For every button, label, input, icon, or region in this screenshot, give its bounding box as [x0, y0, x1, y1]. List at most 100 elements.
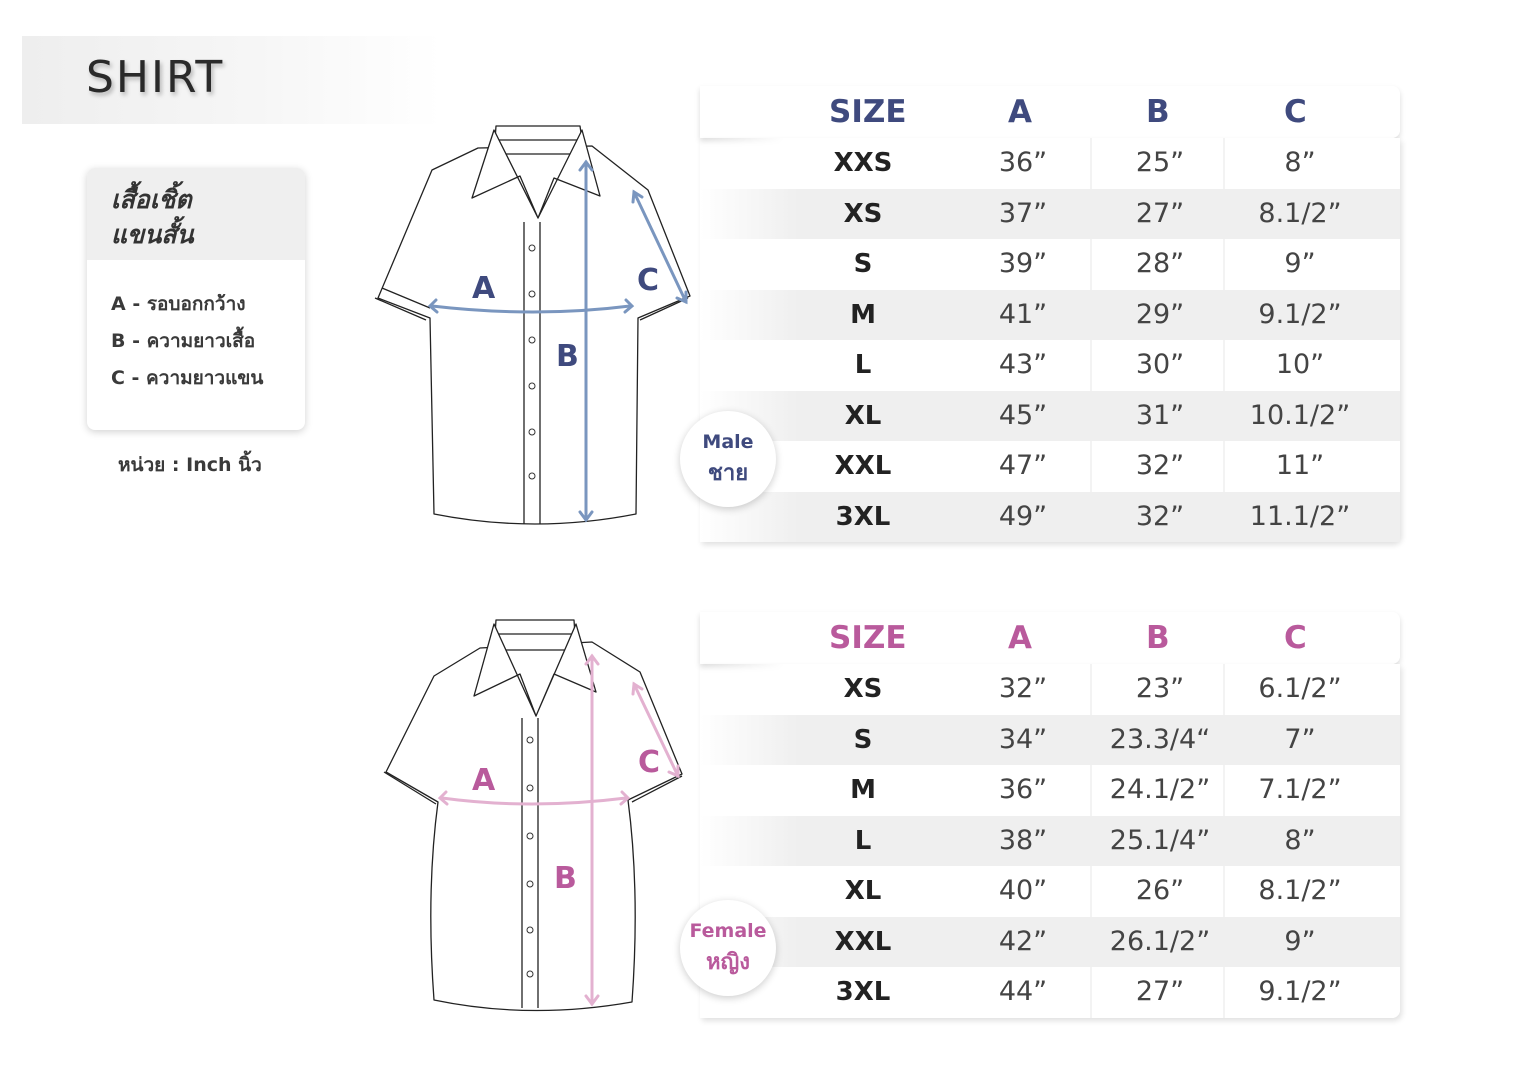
- a-cell: 45”: [998, 399, 1048, 431]
- female-shirt-diagram: A B C: [383, 619, 683, 1012]
- c-cell: 8”: [1284, 824, 1316, 856]
- a-cell: 42”: [998, 925, 1048, 957]
- male-badge-th: ชาย: [707, 461, 749, 486]
- table-row: XXL 42” 26.1/2” 9”: [700, 916, 1400, 967]
- c-cell: 9.1/2”: [1258, 976, 1342, 1007]
- a-cell: 36”: [998, 147, 1048, 178]
- b-cell: 32”: [1135, 450, 1185, 481]
- a-cell: 39”: [998, 248, 1048, 279]
- c-cell: 7.1/2”: [1258, 774, 1342, 805]
- c-cell: 9”: [1284, 248, 1316, 279]
- title-band: [22, 36, 442, 124]
- a-cell: 49”: [998, 500, 1048, 532]
- a-cell: 44”: [998, 976, 1048, 1007]
- c-cell: 11”: [1275, 450, 1325, 481]
- male-badge: Male ชาย: [680, 411, 776, 507]
- size-cell: M: [850, 299, 876, 330]
- a-cell: 37”: [998, 197, 1048, 229]
- size-cell: S: [853, 249, 873, 279]
- a-cell: 40”: [998, 875, 1048, 906]
- b-cell: 23.3/4“: [1109, 723, 1211, 755]
- female-label-c: C: [638, 745, 660, 780]
- size-cell: M: [850, 775, 876, 805]
- legend-item-b: B - ความยาวเสื้อ: [111, 330, 256, 352]
- b-cell: 32”: [1135, 500, 1185, 532]
- table-row: M 36” 24.1/2” 7.1/2”: [700, 765, 1400, 816]
- a-cell: 43”: [998, 349, 1048, 380]
- c-cell: 11.1/2”: [1249, 500, 1351, 532]
- b-cell: 23”: [1135, 673, 1185, 704]
- b-cell: 26.1/2”: [1109, 925, 1211, 957]
- b-cell: 31”: [1135, 399, 1185, 431]
- b-cell: 30”: [1135, 349, 1185, 380]
- table-row: L 43” 30” 10”: [700, 340, 1400, 391]
- legend-item-a: A - รอบอกกว้าง: [111, 293, 246, 315]
- male-table-body: XXS 36” 25” 8” XS 37” 27” 8.1/2” S 39” 2…: [700, 138, 1400, 542]
- c-cell: 7”: [1284, 723, 1316, 755]
- male-label-b: B: [556, 339, 579, 374]
- male-arrow-a: [430, 304, 632, 314]
- female-header-c: C: [1284, 620, 1307, 656]
- size-cell: XL: [844, 876, 882, 906]
- size-cell: 3XL: [835, 501, 891, 532]
- female-header-a: A: [1008, 620, 1032, 656]
- female-table-body: XS 32” 23” 6.1/2” S 34” 23.3/4“ 7” M 36”…: [700, 664, 1400, 1018]
- b-cell: 28”: [1135, 248, 1185, 279]
- size-cell: XXS: [833, 148, 893, 178]
- b-cell: 29”: [1135, 298, 1185, 330]
- b-cell: 25.1/4”: [1109, 824, 1211, 856]
- c-cell: 8.1/2”: [1258, 875, 1342, 906]
- male-size-table: SIZE A B C XXS 36” 25” 8” XS 37” 27” 8.1…: [700, 86, 1400, 542]
- table-row: XXL 47” 32” 11”: [700, 441, 1400, 492]
- page-title: SHIRT: [86, 52, 225, 103]
- table-row: 3XL 49” 32” 11.1/2”: [700, 491, 1400, 542]
- table-row: M 41” 29” 9.1/2”: [700, 289, 1400, 340]
- female-header-size: SIZE: [829, 620, 907, 656]
- b-cell: 27”: [1135, 976, 1185, 1007]
- male-header-c: C: [1284, 94, 1307, 130]
- size-cell: XL: [844, 400, 882, 431]
- table-row: S 34” 23.3/4“ 7”: [700, 714, 1400, 765]
- female-header-b: B: [1146, 620, 1170, 656]
- female-badge: Female หญิง: [680, 900, 776, 996]
- table-row: XS 37” 27” 8.1/2”: [700, 188, 1400, 239]
- legend-list: A - รอบอกกว้าง B - ความยาวเสื้อ C - ความ…: [87, 260, 305, 397]
- table-row: L 38” 25.1/4” 8”: [700, 815, 1400, 866]
- size-cell: 3XL: [835, 977, 891, 1007]
- b-cell: 27”: [1135, 197, 1185, 229]
- a-cell: 36”: [998, 774, 1048, 805]
- female-badge-th: หญิง: [706, 950, 750, 975]
- table-row: XL 40” 26” 8.1/2”: [700, 866, 1400, 917]
- male-label-c: C: [637, 263, 659, 298]
- b-cell: 24.1/2”: [1109, 774, 1211, 805]
- male-label-a: A: [472, 271, 496, 306]
- legend-heading-line1: เสื้อเชิ้ต: [111, 185, 192, 214]
- unit-note: หน่วย : Inch นิ้ว: [118, 454, 262, 476]
- table-row: 3XL 44” 27” 9.1/2”: [700, 967, 1400, 1018]
- c-cell: 10”: [1275, 349, 1325, 380]
- b-cell: 25”: [1135, 147, 1185, 178]
- male-header-a: A: [1008, 94, 1032, 130]
- c-cell: 9”: [1284, 925, 1316, 957]
- female-size-table: SIZE A B C XS 32” 23” 6.1/2” S 34” 23.3/…: [700, 612, 1400, 1018]
- male-header-size: SIZE: [829, 94, 907, 130]
- male-badge-en: Male: [702, 431, 754, 453]
- legend-card: เสื้อเชิ้ต แขนสั้น A - รอบอกกว้าง B - คว…: [87, 168, 305, 430]
- female-table-header: SIZE A B C: [700, 612, 1400, 664]
- female-label-a: A: [472, 763, 496, 798]
- size-cell: L: [854, 825, 872, 856]
- legend-heading-line2: แขนสั้น: [111, 220, 194, 249]
- male-shirt-diagram: A B C: [374, 125, 691, 525]
- c-cell: 9.1/2”: [1258, 298, 1342, 330]
- table-row: XL 45” 31” 10.1/2”: [700, 390, 1400, 441]
- female-badge-en: Female: [689, 920, 767, 942]
- size-cell: L: [854, 350, 872, 380]
- a-cell: 34”: [998, 723, 1048, 755]
- male-arrow-c: [632, 190, 688, 304]
- c-cell: 8”: [1284, 147, 1316, 178]
- a-cell: 32”: [998, 673, 1048, 704]
- size-cell: S: [853, 724, 873, 755]
- size-cell: XXL: [834, 926, 892, 957]
- c-cell: 10.1/2”: [1249, 399, 1351, 431]
- male-table-header: SIZE A B C: [700, 86, 1400, 138]
